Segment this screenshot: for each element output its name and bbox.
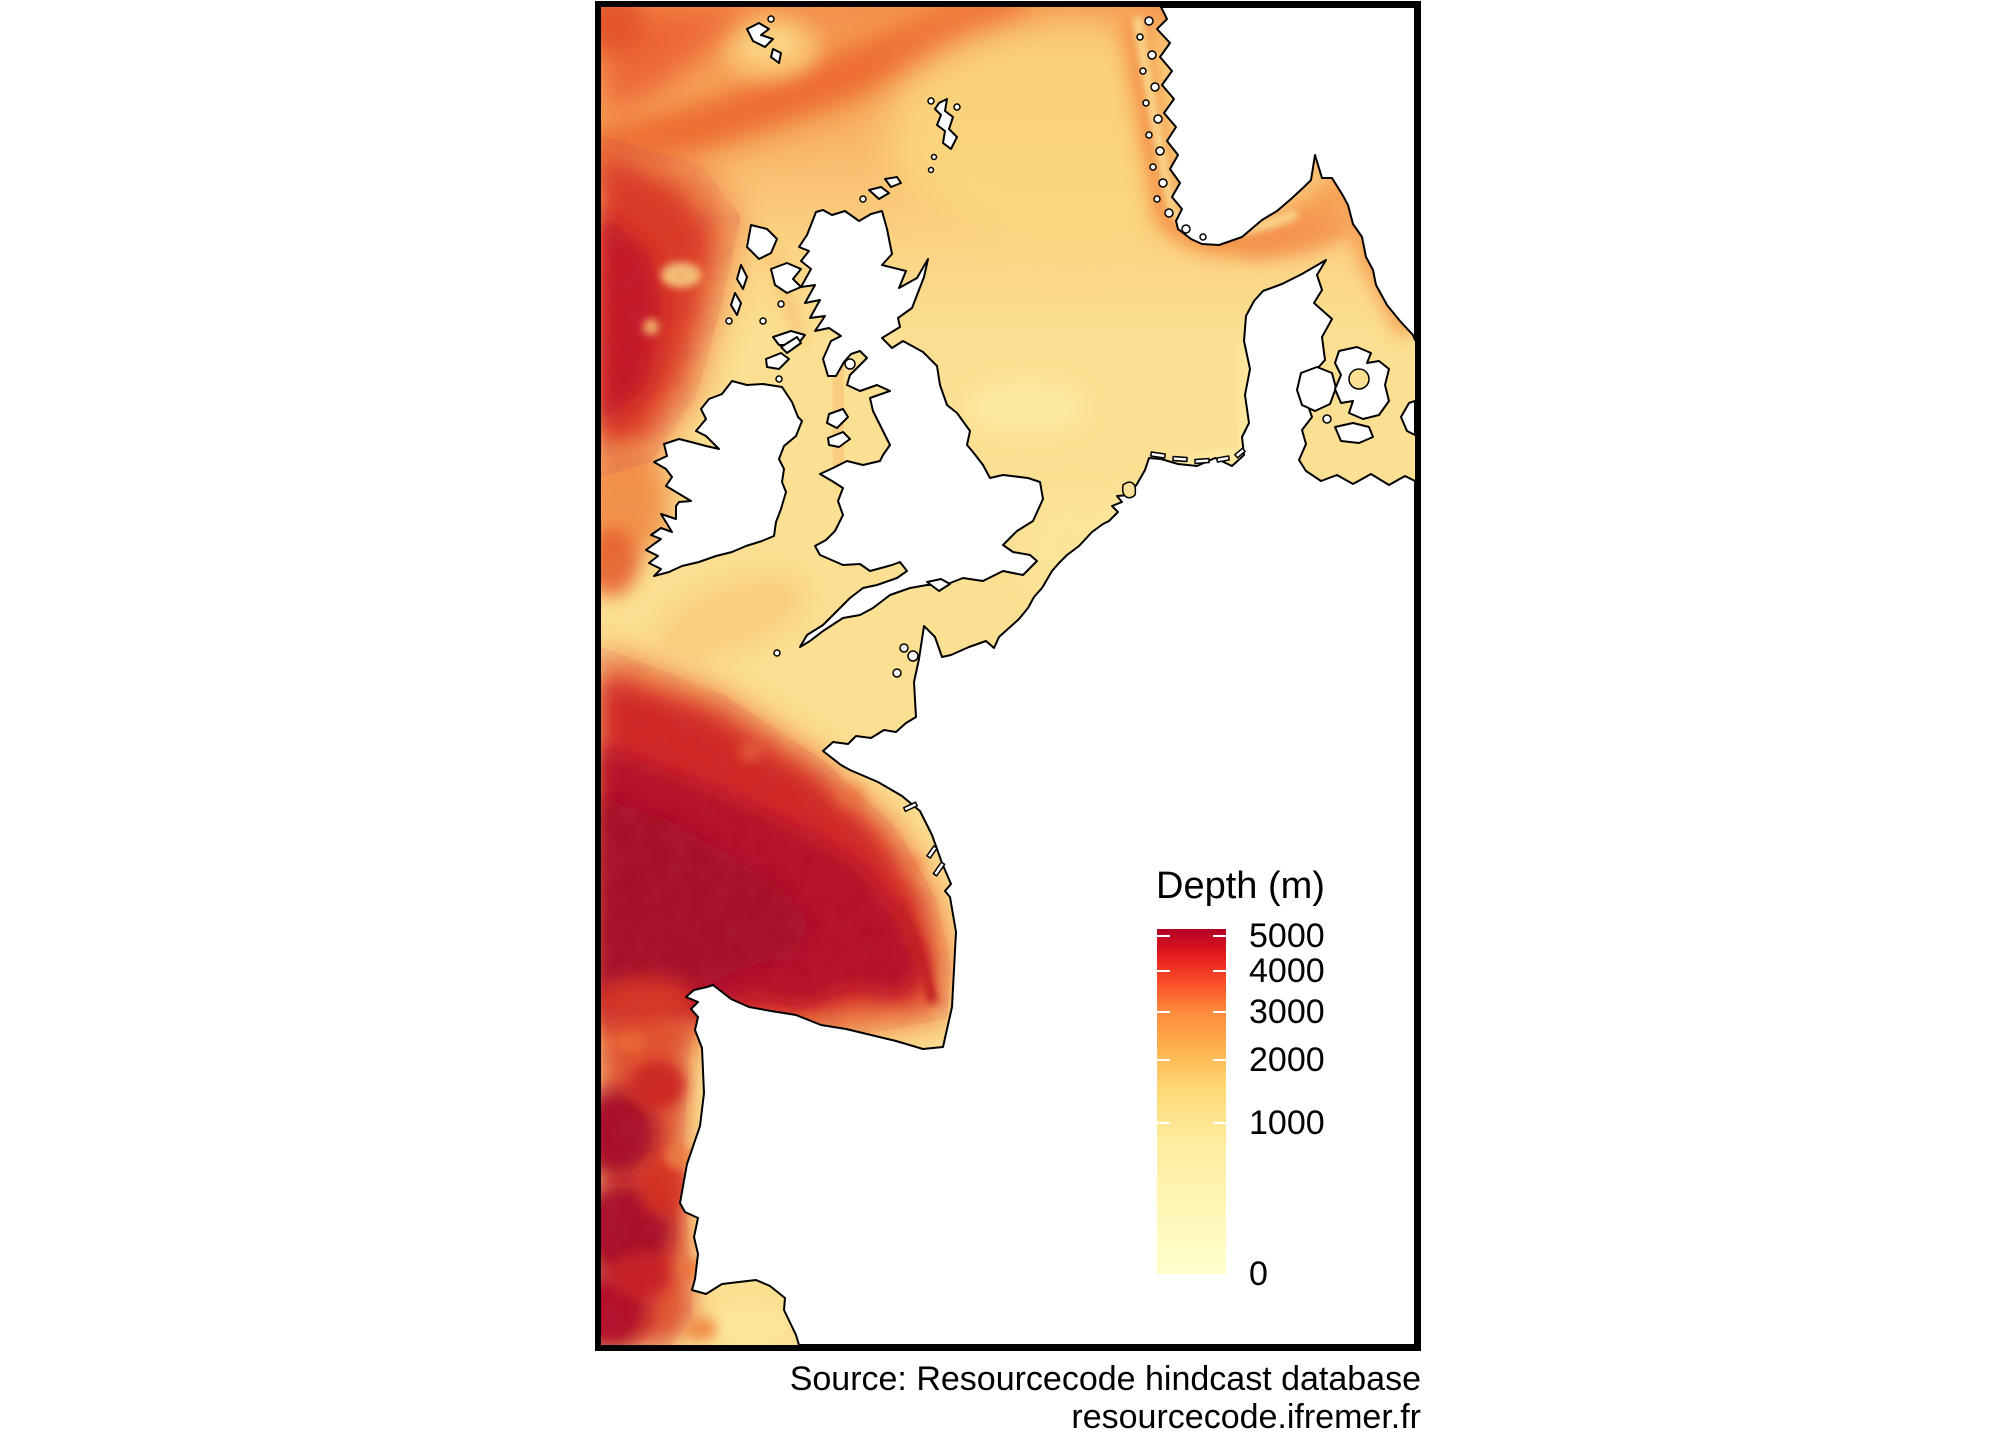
legend-tick-labels: 5000 4000 3000 2000 1000 0 <box>1249 919 1399 1291</box>
legend-colorbar <box>1157 929 1226 1274</box>
anglesey-island <box>827 431 851 448</box>
skane-coast <box>1400 400 1415 436</box>
orkney-islands <box>868 186 890 200</box>
legend-tick-label: 2000 <box>1249 1041 1325 1080</box>
norway-sweden-landmass <box>1156 7 1415 341</box>
lolland-island <box>1334 422 1374 444</box>
orkney-islands <box>884 176 902 188</box>
faroe-islands <box>746 22 774 48</box>
isefjord <box>1348 368 1370 390</box>
legend-tick-label: 0 <box>1249 1255 1268 1293</box>
uist-island <box>736 264 748 290</box>
legend-tick-label: 5000 <box>1249 916 1325 955</box>
legend-tick-mark <box>1213 1121 1226 1124</box>
faroe-islet <box>767 15 775 23</box>
funen-island <box>1296 366 1337 412</box>
faroe-shetland-channel <box>601 7 1031 176</box>
legend-tick-label: 4000 <box>1249 952 1325 991</box>
legend-tick-mark <box>1213 1059 1226 1062</box>
ireland-landmass <box>645 380 803 577</box>
island <box>1322 414 1332 424</box>
caption-line-1: Source: Resourcecode hindcast database <box>789 1360 1421 1398</box>
depth-legend: Depth (m) 5000 4000 3000 2000 1000 0 <box>1156 865 1406 1291</box>
porcupine-deep <box>601 528 639 596</box>
frisian-islands <box>1150 447 1246 465</box>
biscay-islands <box>902 801 946 877</box>
celtic-sea-deepening <box>654 574 808 660</box>
legend-tick-mark <box>1213 970 1226 973</box>
tiree-islet <box>759 317 767 325</box>
legend-tick-label: 3000 <box>1249 992 1325 1031</box>
legend-tick-mark <box>1157 1010 1170 1013</box>
islay-island <box>765 352 790 370</box>
ushant-islet <box>892 668 902 678</box>
legend-tick-mark <box>1157 934 1170 937</box>
lewis-harris-island <box>746 224 778 260</box>
top-left-corner-deep <box>601 7 643 54</box>
legend-tick-mark <box>1213 934 1226 937</box>
iberia-orange-spot <box>685 1317 717 1341</box>
great-britain-landmass <box>798 209 1044 648</box>
ijsselmeer-lake <box>1121 481 1137 499</box>
raster-mottle <box>601 135 951 1345</box>
bathymetry-map <box>601 7 1415 1345</box>
shetland-islets <box>927 97 961 174</box>
jura-island <box>780 336 802 354</box>
scilly-islet <box>773 649 781 657</box>
land <box>645 7 1415 1345</box>
channel-island <box>899 643 909 653</box>
legend-title: Depth (m) <box>1156 865 1325 907</box>
arran-island <box>844 358 856 370</box>
norwegian-skerries <box>1136 16 1207 241</box>
uist-island <box>730 292 742 316</box>
cadiz-shelf <box>711 1307 791 1345</box>
legend-tick-mark <box>1157 1059 1170 1062</box>
continental-europe-landmass <box>679 259 1415 1345</box>
barra-islet <box>725 317 733 325</box>
source-caption: Source: Resourcecode hindcast database r… <box>790 1360 1421 1436</box>
orkney-islet <box>859 195 867 203</box>
legend-tick-label: 1000 <box>1249 1103 1325 1142</box>
legend-tick-mark <box>1157 1121 1170 1124</box>
legend-tick-mark <box>1213 1010 1226 1013</box>
small-isles-islet <box>777 300 785 308</box>
isle-of-wight <box>926 578 951 592</box>
rathlin-islet <box>775 375 783 383</box>
skye-island <box>770 262 802 294</box>
shetland-islands <box>934 98 958 150</box>
map-panel: Depth (m) 5000 4000 3000 2000 1000 0 <box>595 1 1421 1351</box>
caption-line-2: resourcecode.ifremer.fr <box>1071 1398 1421 1436</box>
channel-island <box>907 650 919 662</box>
dogger-bank <box>966 381 1086 433</box>
isle-of-man <box>826 408 849 429</box>
legend-tick-mark <box>1157 970 1170 973</box>
faroe-islands <box>770 48 782 64</box>
